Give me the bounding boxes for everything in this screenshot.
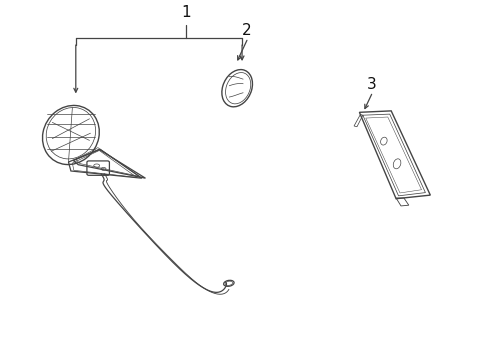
Text: 2: 2 — [242, 23, 251, 38]
Text: 1: 1 — [181, 5, 190, 20]
Text: 3: 3 — [366, 77, 376, 92]
